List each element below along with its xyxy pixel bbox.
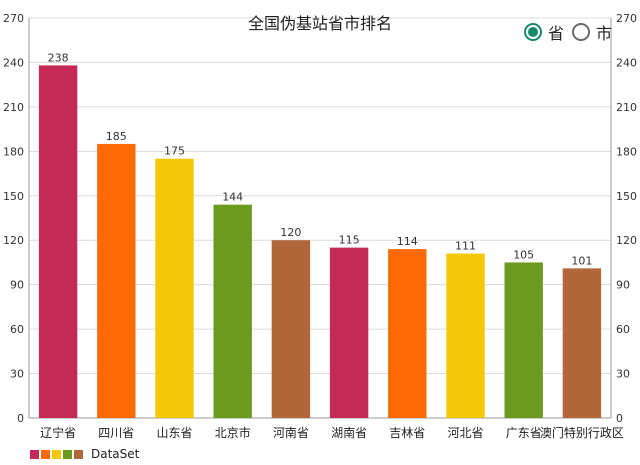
bar-value-label: 185 — [106, 130, 127, 143]
chart-legend: DataSet — [30, 447, 139, 461]
y-tick-label-left: 180 — [3, 145, 24, 158]
x-category-label: 河北省 — [447, 426, 483, 440]
province-city-toggle: 省 市 — [524, 20, 620, 44]
bar — [329, 247, 369, 418]
bar-value-label: 101 — [571, 254, 592, 267]
y-tick-label-right: 60 — [616, 323, 630, 336]
radio-city-label: 市 — [596, 24, 613, 43]
y-tick-label-left: 60 — [10, 323, 24, 336]
y-tick-label-left: 150 — [3, 190, 24, 203]
x-category-label: 湖南省 — [331, 425, 367, 440]
legend-swatch — [74, 449, 83, 459]
legend-swatch — [41, 449, 50, 459]
bar — [97, 143, 136, 419]
bar — [388, 249, 427, 418]
y-tick-label-right: 150 — [616, 190, 637, 203]
y-tick-label-right: 90 — [616, 279, 630, 292]
radio-city[interactable]: 市 — [572, 20, 612, 44]
x-category-label: 澳门特别行政区 — [540, 425, 624, 440]
legend-label: DataSet — [91, 447, 140, 461]
x-category-label: 辽宁省 — [40, 425, 76, 440]
radio-province[interactable]: 省 — [524, 20, 564, 44]
bar-value-label: 175 — [164, 145, 185, 158]
x-category-label: 广东省 — [506, 426, 542, 440]
legend-swatch — [52, 449, 61, 459]
x-category-label: 吉林省 — [389, 426, 425, 440]
y-tick-label-right: 210 — [616, 101, 637, 114]
y-tick-label-right: 270 — [616, 12, 637, 25]
bar-value-label: 115 — [339, 234, 360, 247]
y-tick-label-right: 240 — [616, 56, 637, 69]
bar-value-label: 120 — [280, 226, 301, 239]
radio-province-label: 省 — [548, 24, 565, 43]
bar-value-label: 105 — [513, 248, 534, 261]
bar-value-label: 238 — [48, 51, 69, 64]
bar-value-label: 111 — [455, 240, 476, 253]
x-category-label: 河南省 — [273, 425, 309, 440]
y-tick-label-left: 270 — [3, 12, 24, 25]
bar-value-label: 144 — [222, 191, 243, 204]
bar — [446, 253, 485, 418]
y-tick-label-right: 180 — [616, 145, 637, 158]
bar — [38, 65, 78, 418]
x-category-label: 四川省 — [98, 426, 134, 440]
y-tick-label-left: 30 — [10, 368, 24, 381]
radio-province-circle[interactable] — [524, 23, 542, 41]
bar — [562, 268, 602, 418]
legend-swatches — [30, 449, 85, 459]
y-tick-label-left: 210 — [3, 101, 24, 114]
y-tick-label-right: 30 — [616, 368, 630, 381]
y-tick-label-left: 90 — [10, 279, 24, 292]
y-tick-label-left: 120 — [3, 234, 24, 247]
radio-selected-dot — [528, 27, 538, 37]
y-tick-label-right: 120 — [616, 234, 637, 247]
x-category-label: 北京市 — [215, 425, 251, 440]
bar — [271, 240, 311, 418]
bar-value-label: 114 — [397, 235, 418, 248]
y-tick-label-left: 240 — [3, 56, 24, 69]
bar — [213, 204, 252, 418]
legend-swatch — [30, 449, 39, 459]
radio-city-circle[interactable] — [572, 23, 591, 41]
x-category-label: 山东省 — [156, 426, 192, 440]
y-tick-label-left: 0 — [17, 412, 24, 425]
bar — [504, 262, 543, 418]
legend-swatch — [63, 449, 72, 459]
chart-title: 全国伪基站省市排名 — [247, 14, 392, 33]
y-tick-label-right: 0 — [616, 412, 623, 425]
bar — [155, 158, 194, 419]
